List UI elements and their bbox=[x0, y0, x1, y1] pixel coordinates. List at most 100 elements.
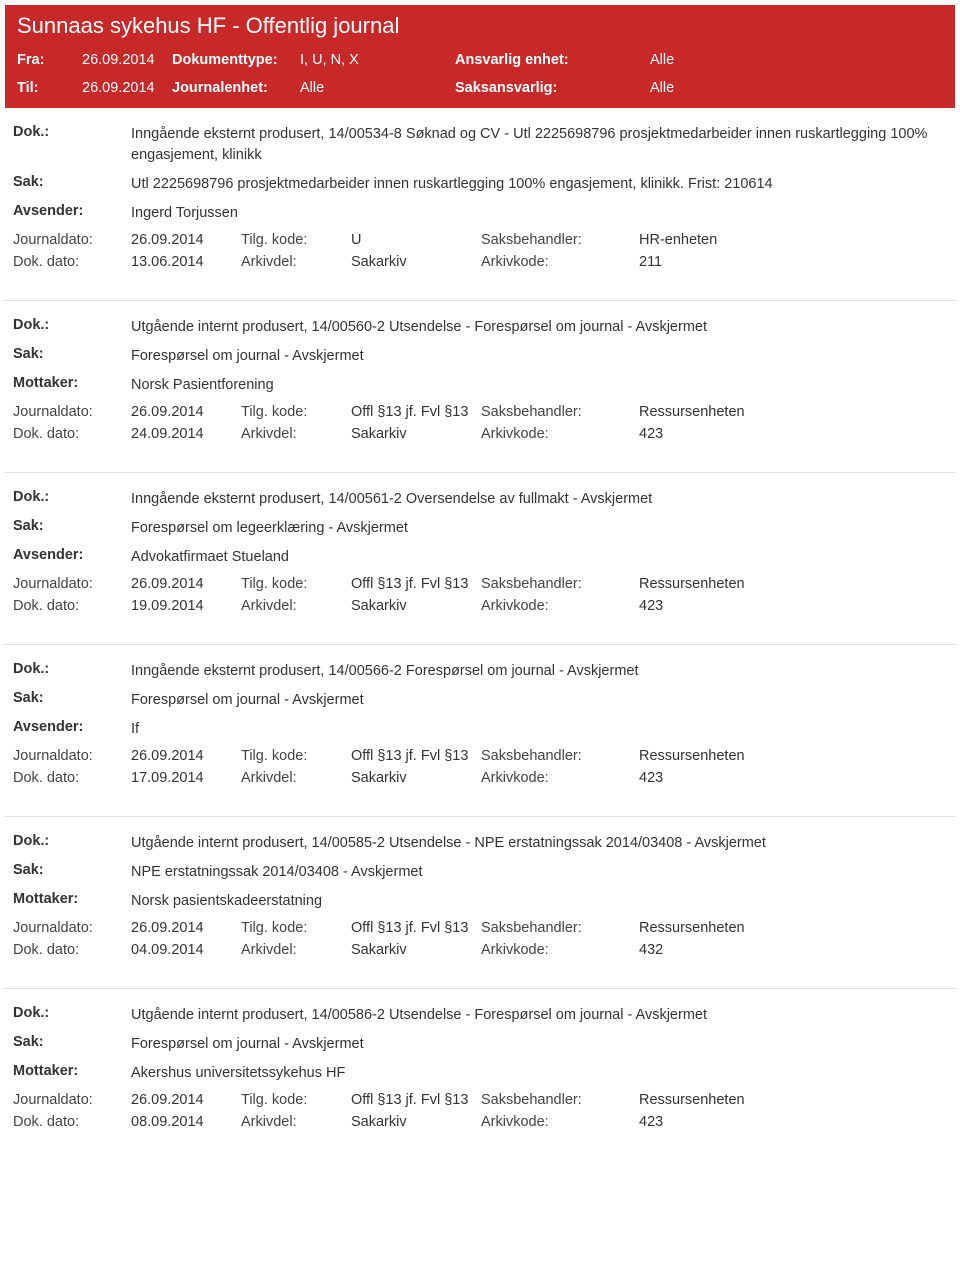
arkivdel-label: Arkivdel: bbox=[241, 1114, 351, 1130]
party-label: Avsender: bbox=[13, 203, 131, 219]
party-line: Mottaker:Norsk pasientskadeerstatning bbox=[13, 891, 947, 912]
saksbehandler-value: HR-enheten bbox=[639, 232, 947, 248]
arkivdel-label: Arkivdel: bbox=[241, 942, 351, 958]
party-line: Avsender:If bbox=[13, 719, 947, 740]
sak-line: Sak:Forespørsel om journal - Avskjermet bbox=[13, 690, 947, 711]
dok-label: Dok.: bbox=[13, 661, 131, 677]
sak-line: Sak:NPE erstatningssak 2014/03408 - Avsk… bbox=[13, 862, 947, 883]
party-value: Norsk Pasientforening bbox=[131, 375, 947, 396]
saksbehandler-label: Saksbehandler: bbox=[481, 748, 639, 764]
journaldato-label: Journaldato: bbox=[13, 920, 131, 936]
tilgkode-value: Offl §13 jf. Fvl §13 bbox=[351, 748, 481, 764]
party-value: Akershus universitetssykehus HF bbox=[131, 1063, 947, 1084]
arkivkode-value: 423 bbox=[639, 426, 947, 442]
journaldato-value: 26.09.2014 bbox=[131, 576, 241, 592]
sak-value: Forespørsel om legeerklæring - Avskjerme… bbox=[131, 518, 947, 539]
arkivdel-label: Arkivdel: bbox=[241, 770, 351, 786]
hdr-fra-value: 26.09.2014 bbox=[82, 47, 172, 75]
saksbehandler-label: Saksbehandler: bbox=[481, 576, 639, 592]
arkivdel-value: Sakarkiv bbox=[351, 942, 481, 958]
meta-row-2: Dok. dato:17.09.2014Arkivdel:SakarkivArk… bbox=[13, 770, 947, 786]
sak-label: Sak: bbox=[13, 1034, 131, 1050]
sak-value: Forespørsel om journal - Avskjermet bbox=[131, 346, 947, 367]
arkivkode-value: 423 bbox=[639, 1114, 947, 1130]
party-line: Mottaker:Akershus universitetssykehus HF bbox=[13, 1063, 947, 1084]
arkivdel-value: Sakarkiv bbox=[351, 254, 481, 270]
hdr-journalenhet-label: Journalenhet: bbox=[172, 75, 300, 103]
sak-label: Sak: bbox=[13, 862, 131, 878]
dokdato-value: 17.09.2014 bbox=[131, 770, 241, 786]
dok-line: Dok.:Utgående internt produsert, 14/0058… bbox=[13, 1005, 947, 1026]
dok-value: Inngående eksternt produsert, 14/00534-8… bbox=[131, 124, 947, 166]
saksbehandler-value: Ressursenheten bbox=[639, 576, 947, 592]
dokdato-value: 04.09.2014 bbox=[131, 942, 241, 958]
header-row-1: Fra: 26.09.2014 Dokumenttype: I, U, N, X… bbox=[17, 47, 943, 75]
saksbehandler-value: Ressursenheten bbox=[639, 920, 947, 936]
arkivkode-label: Arkivkode: bbox=[481, 598, 639, 614]
arkivkode-value: 423 bbox=[639, 770, 947, 786]
meta-row-2: Dok. dato:19.09.2014Arkivdel:SakarkivArk… bbox=[13, 598, 947, 614]
meta-row-1: Journaldato:26.09.2014Tilg. kode:Offl §1… bbox=[13, 1092, 947, 1108]
dok-line: Dok.:Utgående internt produsert, 14/0058… bbox=[13, 833, 947, 854]
arkivkode-label: Arkivkode: bbox=[481, 254, 639, 270]
saksbehandler-label: Saksbehandler: bbox=[481, 232, 639, 248]
party-line: Avsender:Ingerd Torjussen bbox=[13, 203, 947, 224]
journaldato-label: Journaldato: bbox=[13, 404, 131, 420]
arkivkode-label: Arkivkode: bbox=[481, 770, 639, 786]
dokdato-label: Dok. dato: bbox=[13, 254, 131, 270]
arkivdel-value: Sakarkiv bbox=[351, 598, 481, 614]
hdr-til-value: 26.09.2014 bbox=[82, 75, 172, 103]
arkivkode-value: 432 bbox=[639, 942, 947, 958]
hdr-saksansvarlig-value: Alle bbox=[650, 75, 674, 103]
hdr-fra-label: Fra: bbox=[17, 47, 82, 75]
dokdato-label: Dok. dato: bbox=[13, 942, 131, 958]
arkivdel-value: Sakarkiv bbox=[351, 426, 481, 442]
arkivkode-label: Arkivkode: bbox=[481, 426, 639, 442]
saksbehandler-label: Saksbehandler: bbox=[481, 1092, 639, 1108]
arkivdel-label: Arkivdel: bbox=[241, 254, 351, 270]
dok-label: Dok.: bbox=[13, 489, 131, 505]
dokdato-value: 13.06.2014 bbox=[131, 254, 241, 270]
sak-label: Sak: bbox=[13, 690, 131, 706]
tilgkode-value: Offl §13 jf. Fvl §13 bbox=[351, 404, 481, 420]
dok-label: Dok.: bbox=[13, 124, 131, 140]
party-label: Avsender: bbox=[13, 547, 131, 563]
meta-row-2: Dok. dato:08.09.2014Arkivdel:SakarkivArk… bbox=[13, 1114, 947, 1130]
dok-value: Utgående internt produsert, 14/00560-2 U… bbox=[131, 317, 947, 338]
tilgkode-label: Tilg. kode: bbox=[241, 232, 351, 248]
journaldato-label: Journaldato: bbox=[13, 576, 131, 592]
party-value: Advokatfirmaet Stueland bbox=[131, 547, 947, 568]
saksbehandler-value: Ressursenheten bbox=[639, 748, 947, 764]
page-header: Sunnaas sykehus HF - Offentlig journal F… bbox=[5, 5, 955, 108]
journaldato-value: 26.09.2014 bbox=[131, 920, 241, 936]
dokdato-value: 08.09.2014 bbox=[131, 1114, 241, 1130]
journaldato-label: Journaldato: bbox=[13, 748, 131, 764]
dok-value: Utgående internt produsert, 14/00586-2 U… bbox=[131, 1005, 947, 1026]
dok-label: Dok.: bbox=[13, 1005, 131, 1021]
party-label: Mottaker: bbox=[13, 1063, 131, 1079]
hdr-ansvarlig-value: Alle bbox=[650, 47, 674, 75]
dokdato-label: Dok. dato: bbox=[13, 598, 131, 614]
dok-line: Dok.:Inngående eksternt produsert, 14/00… bbox=[13, 124, 947, 166]
party-value: Ingerd Torjussen bbox=[131, 203, 947, 224]
tilgkode-value: U bbox=[351, 232, 481, 248]
dok-line: Dok.:Inngående eksternt produsert, 14/00… bbox=[13, 489, 947, 510]
party-label: Avsender: bbox=[13, 719, 131, 735]
tilgkode-label: Tilg. kode: bbox=[241, 748, 351, 764]
saksbehandler-label: Saksbehandler: bbox=[481, 920, 639, 936]
meta-row-2: Dok. dato:13.06.2014Arkivdel:SakarkivArk… bbox=[13, 254, 947, 270]
saksbehandler-value: Ressursenheten bbox=[639, 404, 947, 420]
arkivdel-value: Sakarkiv bbox=[351, 770, 481, 786]
tilgkode-value: Offl §13 jf. Fvl §13 bbox=[351, 576, 481, 592]
journal-entry: Dok.:Utgående internt produsert, 14/0058… bbox=[5, 988, 955, 1148]
dok-line: Dok.:Inngående eksternt produsert, 14/00… bbox=[13, 661, 947, 682]
sak-label: Sak: bbox=[13, 346, 131, 362]
page-title: Sunnaas sykehus HF - Offentlig journal bbox=[17, 13, 943, 39]
saksbehandler-value: Ressursenheten bbox=[639, 1092, 947, 1108]
sak-value: Forespørsel om journal - Avskjermet bbox=[131, 1034, 947, 1055]
entries-container: Dok.:Inngående eksternt produsert, 14/00… bbox=[5, 108, 955, 1148]
sak-label: Sak: bbox=[13, 174, 131, 190]
dokdato-label: Dok. dato: bbox=[13, 770, 131, 786]
journaldato-label: Journaldato: bbox=[13, 1092, 131, 1108]
journal-entry: Dok.:Utgående internt produsert, 14/0058… bbox=[5, 816, 955, 976]
